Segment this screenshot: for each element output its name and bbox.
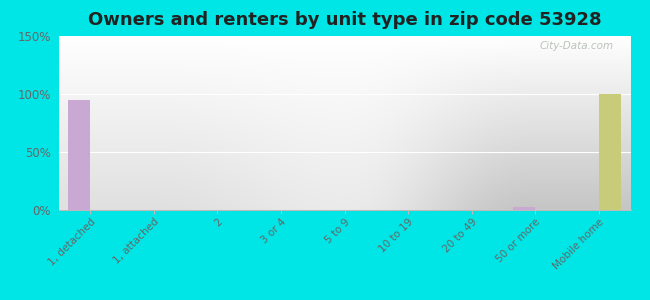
Title: Owners and renters by unit type in zip code 53928: Owners and renters by unit type in zip c… xyxy=(88,11,601,29)
Bar xyxy=(68,100,90,210)
Bar xyxy=(599,94,621,210)
Bar xyxy=(513,206,535,210)
Text: City-Data.com: City-Data.com xyxy=(540,41,614,51)
